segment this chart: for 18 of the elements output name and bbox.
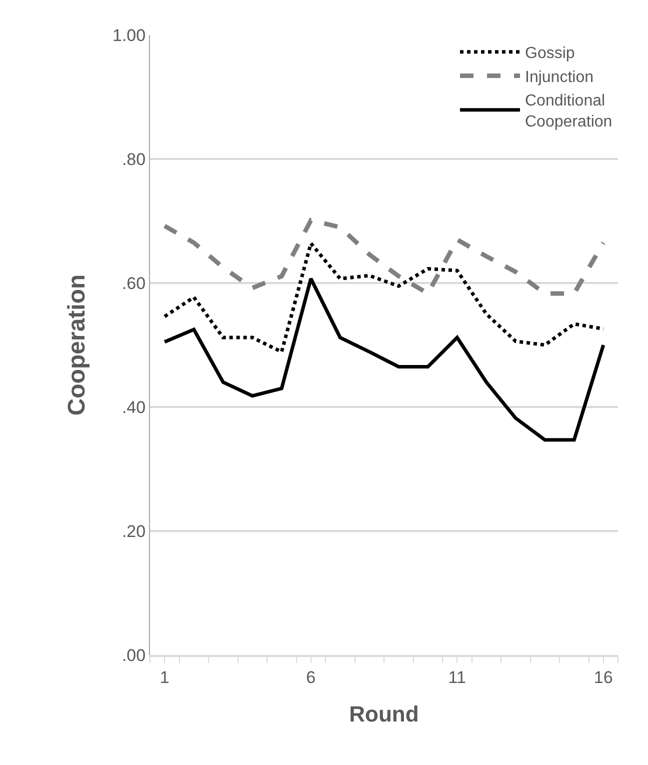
legend-label: Gossip xyxy=(525,45,575,62)
line-series xyxy=(162,276,606,442)
line-series xyxy=(162,242,606,354)
y-axis-title: Cooperation xyxy=(64,274,91,416)
y-tick-label: .40 xyxy=(122,398,146,417)
x-tick-label: 1 xyxy=(160,668,170,688)
y-tick-label: 1.00 xyxy=(112,26,146,45)
x-tick-label: 11 xyxy=(448,668,466,688)
legend-label: Injunction xyxy=(525,68,594,86)
legend-label: Conditional Cooperation xyxy=(525,92,612,131)
x-tick-label: 6 xyxy=(306,668,316,688)
x-axis-title: Round xyxy=(349,702,419,727)
y-tick-label: .80 xyxy=(122,150,146,169)
line-series xyxy=(162,218,606,296)
y-tick-label: .60 xyxy=(122,274,146,293)
y-tick-label: .20 xyxy=(122,522,146,541)
y-tick-label: .00 xyxy=(122,646,146,665)
x-tick-label: 16 xyxy=(594,668,613,688)
